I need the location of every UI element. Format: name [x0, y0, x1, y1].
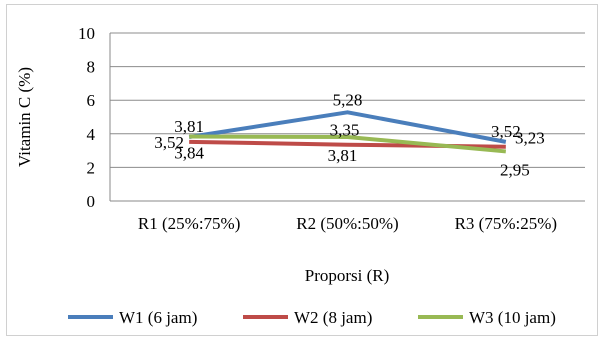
y-tick-labels: 0 2 4 6 8 10 [78, 24, 96, 211]
y-tick-label: 8 [87, 58, 96, 77]
data-labels: 3,81 5,28 3,52 3,52 3,35 3,23 3,84 3,81 2,95 [154, 90, 544, 179]
data-label: 3,35 [330, 121, 360, 140]
y-tick-label: 4 [87, 125, 96, 144]
data-label: 2,95 [500, 160, 530, 179]
y-axis-label: Vitamin C (%) [15, 67, 34, 167]
x-tick-labels: R1 (25%:75%) R2 (50%:50%) R3 (75%:25%) [138, 214, 557, 233]
data-label: 5,28 [333, 90, 363, 109]
chart-frame [6, 4, 598, 336]
x-axis-label: Proporsi (R) [305, 266, 390, 285]
data-label: 3,84 [174, 143, 204, 162]
data-label: 3,23 [515, 129, 545, 148]
series-line-1 [188, 110, 507, 144]
series-lines [188, 110, 507, 154]
y-tick-label: 0 [87, 192, 96, 211]
gridlines [109, 32, 585, 202]
legend-label: W1 (6 jam) [119, 308, 197, 327]
series-line-3 [189, 134, 507, 154]
x-tick-label: R1 (25%:75%) [138, 214, 240, 233]
legend-label: W3 (10 jam) [469, 308, 556, 327]
y-tick-label: 6 [87, 91, 96, 110]
data-label: 3,81 [174, 117, 204, 136]
x-tick-label: R2 (50%:50%) [296, 214, 398, 233]
y-tick-label: 2 [87, 158, 96, 177]
y-tick-label: 10 [78, 24, 95, 43]
data-label: 3,81 [328, 146, 358, 165]
data-label: 3,52 [154, 133, 184, 152]
x-tick-label: R3 (75%:25%) [455, 214, 557, 233]
legend: W1 (6 jam) W2 (8 jam) W3 (10 jam) [68, 308, 556, 327]
data-label: 3,52 [491, 122, 521, 141]
legend-label: W2 (8 jam) [294, 308, 372, 327]
